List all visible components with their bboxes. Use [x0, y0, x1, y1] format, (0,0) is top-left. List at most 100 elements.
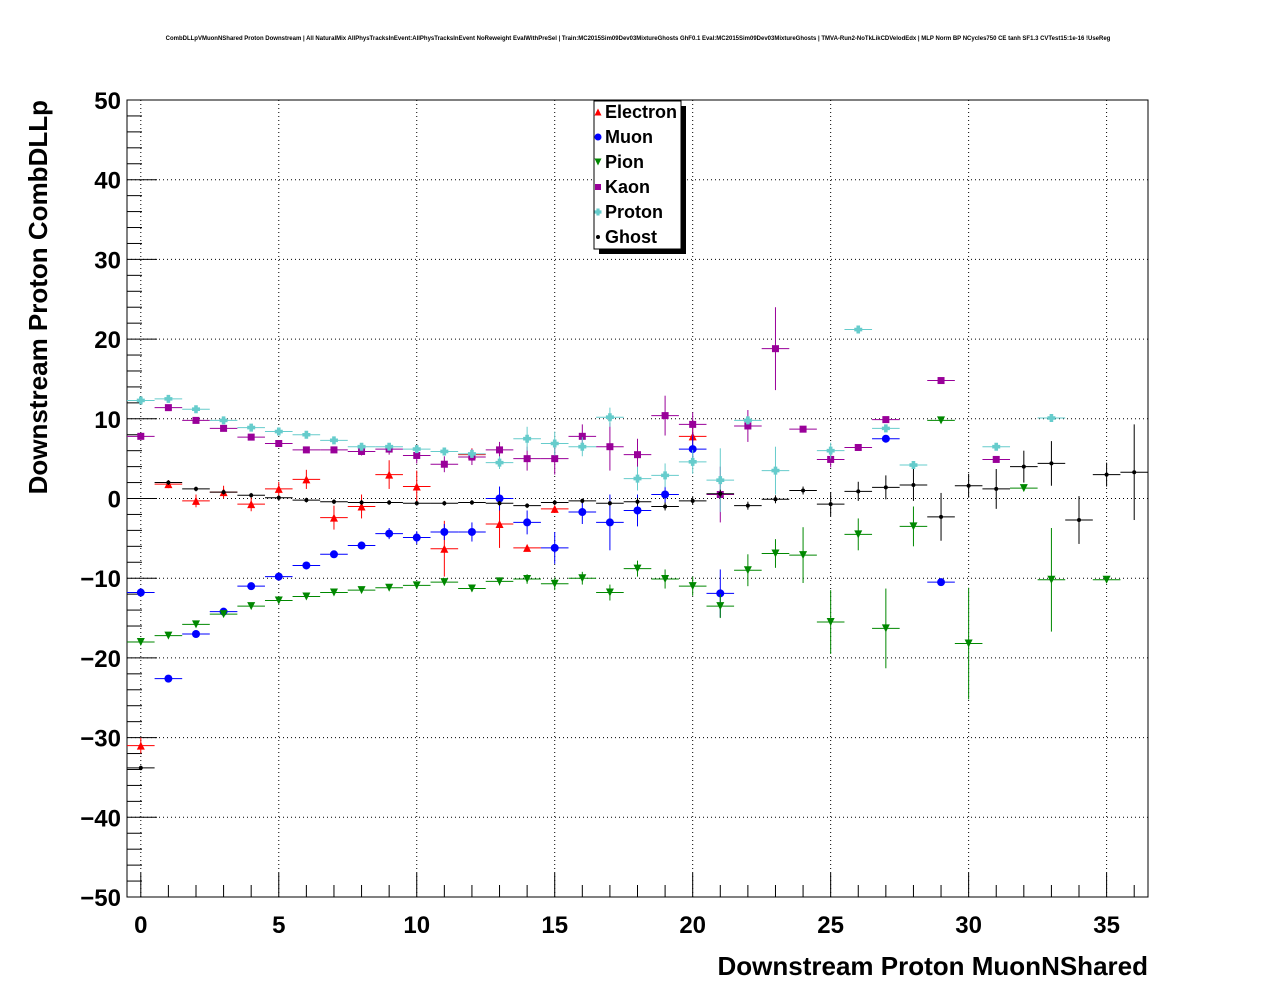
- y-tick-label: 30: [94, 247, 121, 274]
- marker: [828, 502, 833, 507]
- marker: [550, 504, 559, 513]
- data-point: [513, 426, 541, 451]
- data-point: [320, 499, 348, 505]
- marker: [302, 592, 311, 601]
- x-tick-label: 35: [1093, 912, 1120, 939]
- data-point: [1037, 414, 1066, 423]
- marker: [136, 637, 145, 646]
- marker: [594, 208, 602, 216]
- marker: [274, 572, 283, 581]
- data-point: [402, 581, 431, 590]
- y-tick-label: −30: [80, 726, 121, 753]
- marker: [467, 584, 476, 593]
- marker: [578, 442, 587, 451]
- data-point: [734, 416, 762, 425]
- data-point: [237, 433, 265, 441]
- x-tick-label: 15: [541, 912, 568, 939]
- data-point: [982, 455, 1011, 463]
- marker: [440, 527, 449, 536]
- data-point: [513, 503, 541, 509]
- data-point: [734, 410, 762, 442]
- marker: [387, 500, 392, 505]
- marker: [663, 504, 668, 509]
- marker: [551, 455, 559, 463]
- marker: [412, 533, 421, 542]
- marker: [495, 458, 504, 467]
- data-point: [237, 582, 265, 591]
- data-point: [209, 424, 238, 432]
- marker: [329, 513, 338, 522]
- data-point: [264, 572, 293, 581]
- data-point: [1010, 450, 1038, 483]
- marker: [385, 442, 394, 451]
- marker: [992, 455, 1000, 463]
- marker: [164, 631, 173, 640]
- data-point: [264, 427, 293, 436]
- marker: [274, 427, 283, 436]
- data-point: [264, 596, 293, 605]
- marker: [881, 434, 890, 443]
- marker: [469, 500, 474, 505]
- marker: [525, 503, 530, 508]
- data-point: [789, 486, 817, 495]
- marker: [799, 425, 807, 433]
- data-point: [623, 466, 652, 491]
- marker: [964, 639, 973, 648]
- marker: [881, 624, 890, 633]
- marker: [247, 582, 256, 591]
- data-point: [844, 443, 873, 451]
- data-point: [375, 460, 403, 489]
- data-point: [540, 531, 569, 564]
- marker: [249, 493, 254, 498]
- data-point: [899, 469, 928, 501]
- data-point: [264, 495, 293, 501]
- grid-lines: [127, 99, 1148, 898]
- data-point: [485, 577, 514, 586]
- data-point: [127, 765, 155, 771]
- data-point: [872, 416, 900, 424]
- marker: [136, 588, 145, 597]
- data-point: [292, 561, 321, 570]
- marker: [743, 566, 752, 575]
- marker: [1019, 484, 1028, 493]
- marker: [358, 447, 366, 455]
- x-axis-title: Downstream Proton MuonNShared: [718, 951, 1148, 981]
- data-point: [596, 500, 624, 506]
- marker: [718, 491, 723, 496]
- series-pion: [127, 416, 1121, 700]
- x-tick-label: 25: [817, 912, 844, 939]
- marker: [191, 496, 200, 505]
- marker: [580, 498, 585, 503]
- y-tick-label: 40: [94, 168, 121, 195]
- data-point: [596, 407, 624, 427]
- data-point: [402, 445, 431, 454]
- data-point: [651, 463, 679, 488]
- data-point: [927, 578, 955, 587]
- marker: [745, 503, 750, 508]
- marker: [856, 489, 861, 494]
- data-point: [927, 492, 955, 541]
- marker: [221, 490, 226, 495]
- marker: [550, 543, 559, 552]
- data-point: [568, 498, 597, 504]
- marker: [966, 483, 971, 488]
- data-point: [872, 434, 900, 443]
- x-tick-label: 0: [134, 912, 147, 939]
- marker: [716, 476, 725, 485]
- data-point: [1010, 484, 1038, 493]
- data-point: [292, 592, 321, 601]
- data-point: [154, 480, 183, 485]
- data-point: [485, 456, 514, 470]
- marker: [1077, 518, 1082, 523]
- marker: [661, 574, 670, 583]
- marker: [854, 530, 863, 539]
- marker: [596, 235, 600, 239]
- data-point: [320, 588, 348, 597]
- marker: [164, 394, 173, 403]
- data-point: [761, 446, 790, 495]
- marker: [1132, 470, 1137, 475]
- marker: [191, 629, 200, 638]
- legend-label: Muon: [605, 127, 653, 147]
- data-point: [485, 486, 514, 511]
